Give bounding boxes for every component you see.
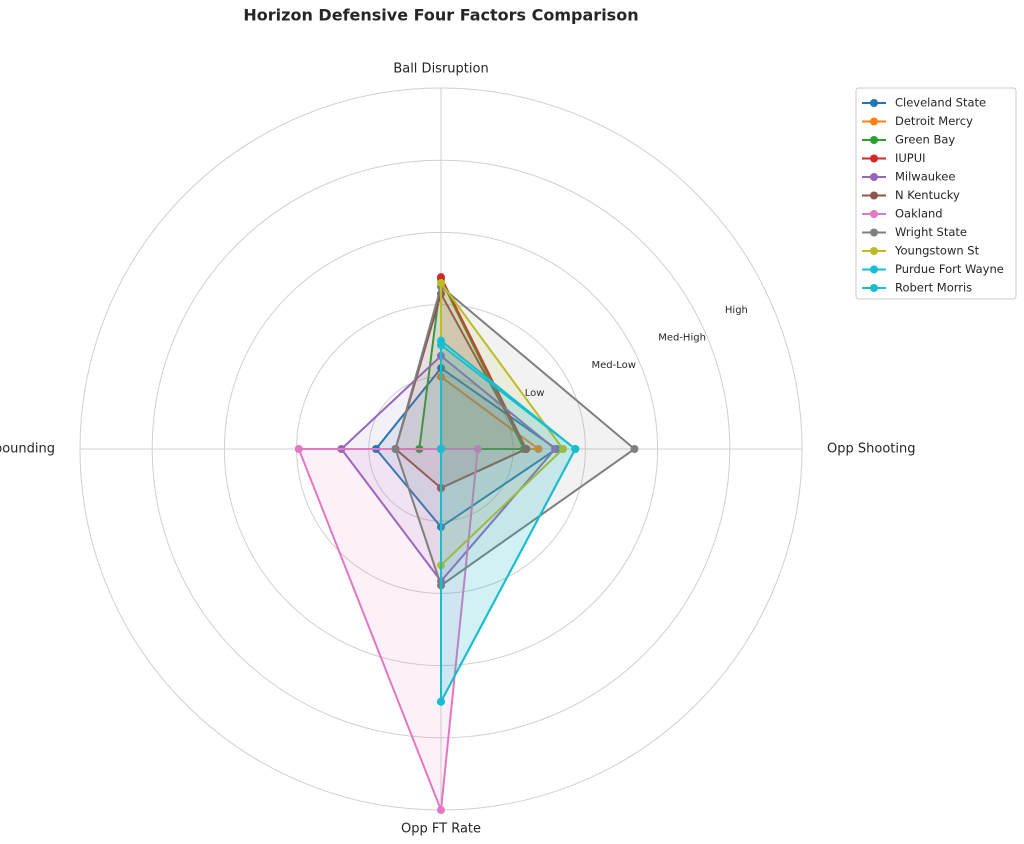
- series-area: [441, 277, 527, 488]
- legend-label: Detroit Mercy: [895, 114, 973, 128]
- legend-label: IUPUI: [895, 151, 926, 165]
- data-point: [437, 445, 445, 453]
- series-area: [441, 340, 576, 702]
- data-point: [571, 445, 580, 453]
- legend-label: Cleveland State: [895, 96, 986, 110]
- data-point: [437, 273, 445, 282]
- series-area: [395, 286, 635, 586]
- data-point: [437, 278, 445, 287]
- series-area: [376, 368, 557, 527]
- legend-label: Purdue Fort Wayne: [895, 262, 1004, 276]
- legend-marker: [870, 173, 878, 181]
- tick-label: Low: [525, 388, 545, 399]
- legend-marker: [870, 210, 878, 218]
- legend-marker: [870, 154, 878, 163]
- legend-marker: [870, 117, 878, 126]
- chart-title: Horizon Defensive Four Factors Compariso…: [243, 6, 638, 25]
- data-point: [437, 806, 445, 814]
- data-point: [551, 445, 560, 453]
- series-area: [298, 449, 478, 810]
- legend-label: Green Bay: [895, 133, 955, 147]
- axis-label: Ball Disruption: [393, 62, 488, 77]
- data-point: [437, 341, 445, 350]
- data-point: [294, 445, 303, 453]
- series-area: [441, 282, 563, 566]
- series-area: [341, 355, 556, 582]
- legend-marker: [870, 265, 878, 274]
- legend-label: Youngstown St: [894, 244, 980, 258]
- legend-label: Wright State: [895, 225, 967, 239]
- axis-label: Opp Shooting: [827, 442, 915, 457]
- data-point: [534, 445, 543, 453]
- legend-marker: [870, 284, 878, 292]
- data-point: [522, 445, 531, 453]
- legend-label: Robert Morris: [895, 281, 972, 295]
- data-point: [437, 697, 445, 706]
- legend-marker: [870, 136, 878, 144]
- legend-marker: [870, 191, 878, 200]
- legend-label: Milwaukee: [895, 170, 955, 184]
- data-point: [630, 445, 639, 453]
- legend-label: Oakland: [895, 207, 943, 221]
- series-area: [441, 345, 576, 702]
- tick-label: Med-Low: [591, 360, 635, 371]
- tick-label: Med-High: [658, 333, 706, 344]
- legend-box: [855, 87, 1017, 300]
- legend-label: N Kentucky: [895, 188, 960, 202]
- axis-label: Def Rebounding: [0, 442, 55, 457]
- legend-marker: [870, 228, 878, 237]
- data-point: [559, 445, 568, 453]
- tick-label: High: [725, 305, 748, 316]
- data-point: [473, 445, 482, 453]
- series-area: [395, 293, 527, 488]
- legend-marker: [870, 247, 878, 255]
- axis-label: Opp FT Rate: [401, 822, 481, 837]
- data-point: [391, 445, 400, 453]
- legend-marker: [870, 99, 878, 107]
